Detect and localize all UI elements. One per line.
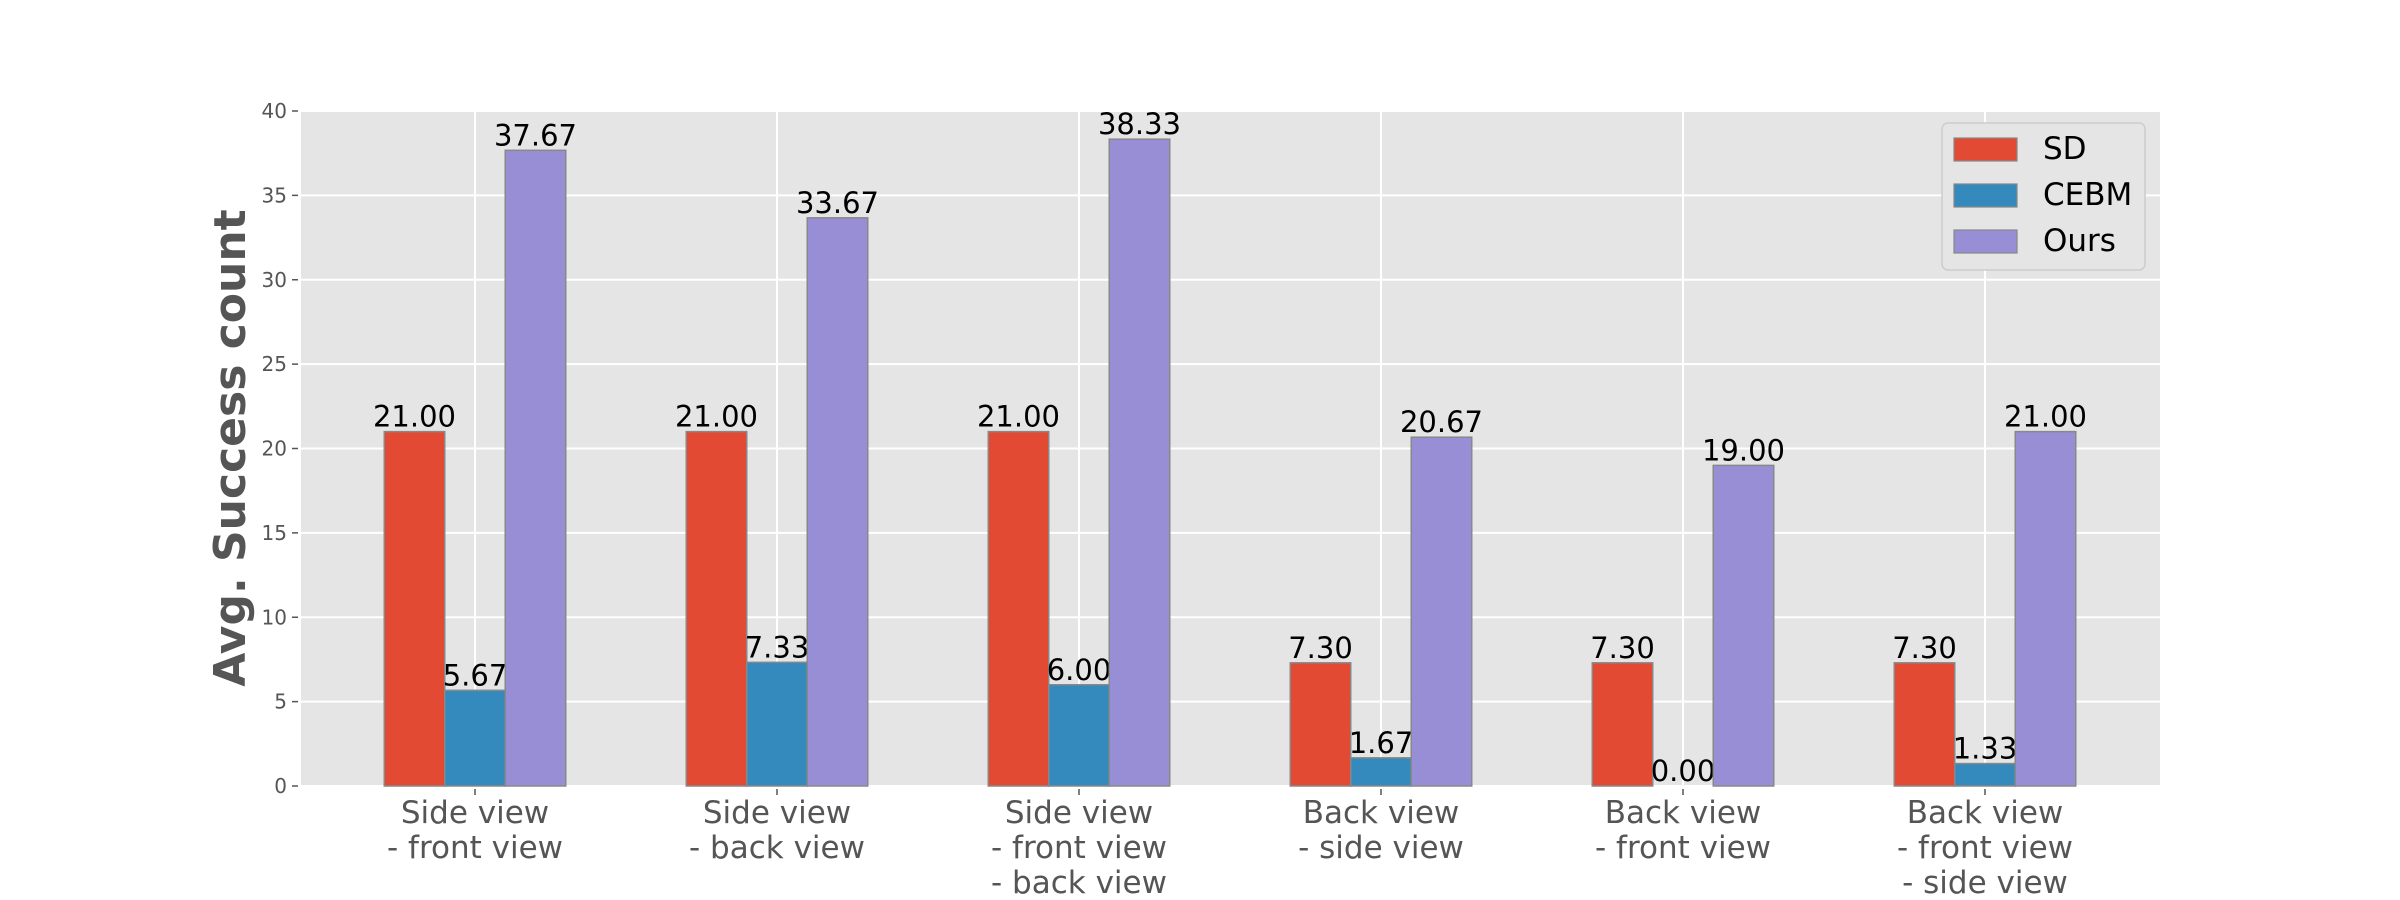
bar	[383, 430, 446, 787]
bar	[806, 217, 869, 787]
y-tick-label: 15	[262, 521, 287, 545]
bar-value-label: 7.30	[1288, 631, 1353, 665]
bar	[1712, 464, 1775, 787]
bar	[987, 430, 1050, 787]
x-tick-label: Back view	[1303, 795, 1460, 831]
bar-group-ours: 33.67	[796, 186, 879, 787]
x-tick-label: Side view	[1005, 795, 1153, 831]
bar	[1954, 762, 2016, 787]
bar-group-sd: 7.30	[1892, 631, 1957, 787]
bar-group-cebm: 0.00	[1651, 754, 1716, 788]
bar-value-label: 7.30	[1590, 631, 1655, 665]
x-tick-label: - back view	[689, 830, 865, 866]
bar-value-label: 7.30	[1892, 631, 1957, 665]
bar-group-cebm: 1.33	[1953, 732, 2018, 787]
bar-group-cebm: 1.67	[1349, 726, 1414, 787]
legend-swatch-sd	[1953, 137, 2018, 162]
bar-group-sd: 7.30	[1288, 631, 1353, 787]
x-tick-label: - front view	[1595, 830, 1771, 866]
bar-value-label: 38.33	[1098, 107, 1181, 141]
bar	[1108, 138, 1171, 787]
x-tick-label: - side view	[1902, 865, 2068, 900]
bar	[1048, 684, 1110, 787]
y-axis-label: Avg. Success count	[205, 209, 256, 686]
bar-group-sd: 21.00	[373, 400, 456, 787]
bar	[444, 689, 506, 787]
y-tick-label: 35	[262, 183, 287, 207]
bar-group-sd: 7.30	[1590, 631, 1655, 787]
bar-value-label: 5.67	[443, 658, 508, 692]
bar-value-label: 0.00	[1651, 754, 1716, 788]
y-tick-label: 0	[274, 774, 287, 798]
x-tick-label: Side view	[401, 795, 549, 831]
y-gridlines	[301, 110, 2160, 787]
y-tick-label: 10	[262, 605, 287, 629]
legend-swatch-ours	[1953, 229, 2018, 254]
bar	[1350, 757, 1412, 787]
bar-group-cebm: 6.00	[1047, 653, 1112, 787]
bar	[2014, 430, 2077, 787]
y-tick-label: 30	[262, 268, 287, 292]
bar	[1591, 662, 1654, 787]
y-axis: 0 5 10 15 20 25 30 35 40	[262, 99, 298, 798]
bars: 21.00 5.67 37.67 21.00 7.33 33.67 21.00 6.00 38.…	[373, 107, 2087, 788]
bar-group-sd: 21.00	[675, 400, 758, 787]
y-tick-label: 25	[262, 352, 287, 376]
x-tick-label: Back view	[1907, 795, 2064, 831]
legend-label-cebm: CEBM	[2043, 177, 2132, 213]
bar-group-cebm: 5.67	[443, 658, 508, 787]
bar-value-label: 21.00	[373, 400, 456, 434]
legend-label-sd: SD	[2043, 131, 2087, 167]
bar-group-ours: 21.00	[2004, 400, 2087, 787]
bar	[1893, 662, 1956, 787]
y-tick-label: 40	[262, 99, 287, 123]
x-tick-label: - back view	[991, 865, 1167, 900]
bar-value-label: 6.00	[1047, 653, 1112, 687]
bar-value-label: 19.00	[1702, 433, 1785, 467]
bar-value-label: 1.67	[1349, 726, 1414, 760]
x-tick-label: Side view	[703, 795, 851, 831]
x-tick-label: - side view	[1298, 830, 1464, 866]
x-tick-label: - front view	[387, 830, 563, 866]
bar-group-ours: 19.00	[1702, 433, 1785, 787]
bar-value-label: 37.67	[494, 118, 577, 152]
legend: SD CEBM Ours	[1941, 122, 2146, 271]
y-tick-label: 20	[262, 437, 287, 461]
bar-value-label: 7.33	[745, 630, 810, 664]
bar	[1289, 662, 1352, 787]
bar-value-label: 33.67	[796, 186, 879, 220]
y-tick-label: 5	[274, 690, 287, 714]
bar-group-ours: 20.67	[1400, 405, 1483, 787]
bar-group-ours: 38.33	[1098, 107, 1181, 787]
bar	[1410, 436, 1473, 787]
x-tick-label: - front view	[1897, 830, 2073, 866]
bar-group-cebm: 7.33	[745, 630, 810, 787]
x-tick-label: Back view	[1605, 795, 1762, 831]
bar-group-sd: 21.00	[977, 400, 1060, 787]
bar	[504, 149, 567, 787]
legend-label-ours: Ours	[2043, 223, 2116, 259]
bar-value-label: 20.67	[1400, 405, 1483, 439]
bar	[746, 661, 808, 787]
bar	[685, 430, 748, 787]
bar-group-ours: 37.67	[494, 118, 577, 787]
bar-value-label: 21.00	[2004, 400, 2087, 434]
x-tick-label: - front view	[991, 830, 1167, 866]
bar-value-label: 1.33	[1953, 732, 2018, 766]
bar-value-label: 21.00	[977, 400, 1060, 434]
legend-swatch-cebm	[1953, 183, 2018, 208]
bar-value-label: 21.00	[675, 400, 758, 434]
